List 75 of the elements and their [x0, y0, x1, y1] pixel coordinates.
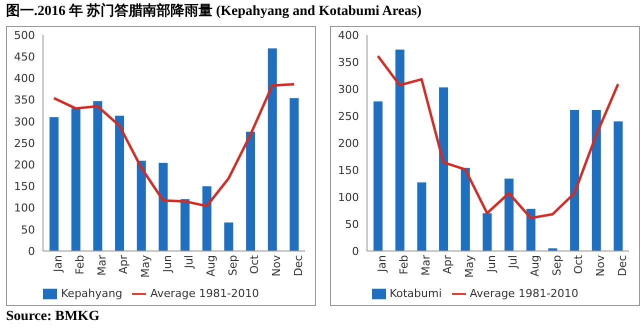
x-tick-label: Jul — [182, 255, 196, 270]
bar — [71, 108, 80, 251]
x-tick-label: Jul — [506, 255, 520, 270]
source-note: Source: BMKG — [6, 309, 100, 325]
x-tick-label: Jan — [52, 254, 65, 273]
y-tick-label: 450 — [14, 50, 35, 64]
x-tick-label: Aug — [204, 255, 218, 276]
x-tick-label: Sep — [550, 254, 564, 276]
x-tick-label: Jan — [376, 254, 389, 273]
x-tick-label: Oct — [572, 254, 586, 274]
x-tick-label: Mar — [95, 254, 108, 276]
y-tick-label: 400 — [338, 28, 359, 42]
y-tick-label: 350 — [338, 56, 359, 69]
legend-label: Average 1981-2010 — [150, 287, 259, 300]
bar — [614, 121, 623, 251]
y-tick-label: 0 — [352, 244, 359, 258]
y-tick-label: 200 — [14, 158, 35, 172]
bar — [592, 110, 601, 251]
x-tick-label: May — [463, 254, 476, 278]
y-tick-label: 50 — [21, 223, 35, 236]
y-tick-label: 100 — [14, 202, 35, 215]
bar — [439, 87, 448, 251]
line-series — [52, 83, 296, 208]
y-tick-label: 500 — [14, 28, 35, 42]
x-tick-label: Nov — [270, 254, 284, 276]
y-tick-label: 100 — [338, 190, 359, 204]
x-tick-label: Aug — [528, 255, 542, 276]
legend-label: Kepahyang — [61, 287, 122, 300]
bar — [482, 213, 492, 251]
y-tick-label: 300 — [338, 82, 359, 96]
bar — [136, 160, 146, 251]
line-series — [376, 54, 620, 220]
x-tick-label: Mar — [419, 254, 432, 276]
x-tick-label: Dec — [616, 255, 629, 276]
y-tick-label: 0 — [28, 244, 35, 258]
bar — [460, 168, 470, 251]
bar — [395, 50, 404, 251]
bar — [526, 208, 536, 251]
bar — [504, 178, 514, 251]
chart-title: 图一.2016 年 苏门答腊南部降雨量 (Kepahyang and Kotabumi Areas) — [6, 2, 422, 20]
bar — [268, 48, 277, 251]
bar — [570, 110, 580, 251]
y-tick-label: 250 — [338, 110, 359, 123]
x-tick-label: Jun — [484, 254, 498, 274]
x-tick-label: Dec — [292, 255, 305, 276]
y-tick-label: 250 — [14, 136, 35, 150]
x-tick-label: May — [139, 254, 152, 278]
bar — [158, 162, 168, 251]
x-tick-label: Sep — [226, 254, 240, 276]
y-tick-label: 200 — [338, 136, 359, 150]
y-tick-label: 150 — [338, 164, 359, 177]
y-tick-label: 350 — [14, 94, 35, 107]
bar — [374, 101, 383, 251]
x-tick-label: Oct — [248, 254, 262, 274]
bar — [202, 186, 212, 251]
x-tick-label: Apr — [441, 254, 454, 274]
x-tick-label: Nov — [594, 254, 608, 276]
legend-label: Kotabumi — [390, 287, 442, 300]
bar — [417, 182, 426, 251]
legend-label: Average 1981-2010 — [470, 287, 578, 300]
x-tick-label: Jun — [160, 254, 174, 274]
y-tick-label: 300 — [14, 115, 35, 128]
x-tick-label: Feb — [74, 254, 87, 274]
bar — [115, 116, 124, 251]
bar — [50, 117, 59, 251]
bar — [290, 98, 299, 251]
y-tick-label: 150 — [14, 180, 35, 194]
bar — [93, 101, 102, 251]
x-tick-label: Apr — [117, 254, 130, 274]
bar — [180, 199, 190, 251]
x-tick-label: Feb — [398, 254, 411, 274]
bar — [224, 222, 234, 251]
bar — [246, 132, 256, 251]
y-tick-label: 50 — [345, 218, 359, 231]
y-tick-label: 400 — [14, 72, 35, 86]
